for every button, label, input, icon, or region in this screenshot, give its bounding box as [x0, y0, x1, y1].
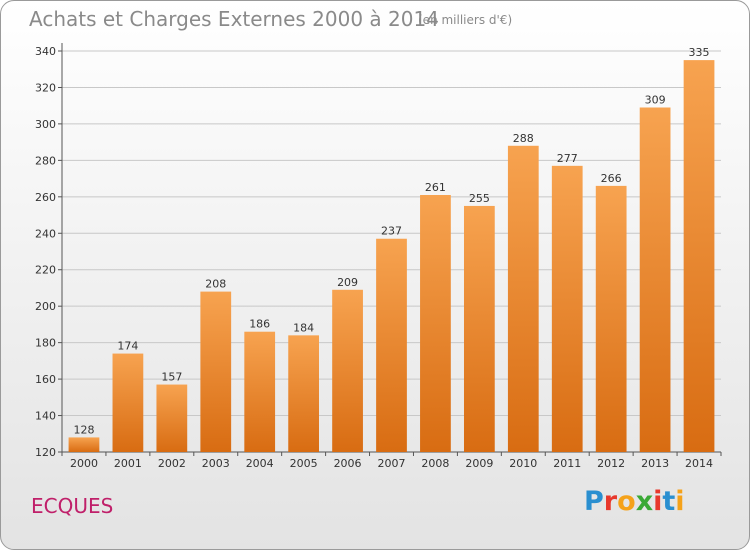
data-label: 261 — [425, 181, 446, 194]
data-label: 255 — [469, 192, 490, 205]
y-tick-label: 140 — [35, 410, 56, 423]
x-tick-label: 2012 — [597, 457, 625, 470]
logo-letter: P — [584, 486, 604, 517]
x-tick-label: 2003 — [202, 457, 230, 470]
data-label: 335 — [689, 46, 710, 59]
data-label: 157 — [161, 371, 182, 384]
data-label: 266 — [601, 172, 622, 185]
data-label: 208 — [205, 278, 226, 291]
y-tick-label: 120 — [35, 446, 56, 459]
bar — [420, 194, 451, 452]
bar — [200, 291, 232, 452]
y-tick-label: 160 — [35, 373, 56, 386]
commune-name: ECQUES — [31, 494, 114, 518]
chart-title: Achats et Charges Externes 2000 à 2014 — [29, 7, 439, 31]
x-tick-label: 2002 — [158, 457, 186, 470]
logo-letter: r — [603, 486, 618, 517]
data-label: 288 — [513, 132, 534, 145]
bar — [288, 335, 320, 452]
bar — [332, 289, 363, 452]
x-tick-label: 2011 — [553, 457, 581, 470]
bar — [595, 185, 627, 452]
data-label: 128 — [73, 423, 94, 436]
labels: 2000 128 2001 174 2002 157 2003 208 2004 186 2005 1… — [70, 46, 713, 470]
x-tick-label: 2005 — [290, 457, 318, 470]
data-label: 186 — [249, 318, 270, 331]
bar — [507, 145, 539, 453]
x-tick-label: 2014 — [685, 457, 713, 470]
bar — [112, 353, 144, 452]
bar — [683, 60, 715, 452]
bar — [463, 205, 495, 452]
bar — [376, 238, 407, 452]
x-tick-label: 2008 — [421, 457, 449, 470]
y-tick-label: 300 — [35, 118, 56, 131]
data-label: 174 — [117, 340, 138, 353]
x-tick-label: 2007 — [378, 457, 406, 470]
bars — [68, 60, 715, 453]
logo-letter: t — [662, 486, 676, 517]
data-label: 277 — [557, 152, 578, 165]
logo-letter: x — [635, 486, 654, 517]
y-tick-label: 260 — [35, 191, 56, 204]
y-tick-label: 340 — [35, 45, 56, 58]
data-label: 184 — [293, 321, 314, 334]
x-tick-label: 2010 — [509, 457, 537, 470]
y-tick-label: 280 — [35, 154, 56, 167]
x-tick-label: 2006 — [334, 457, 362, 470]
y-tick-label: 320 — [35, 81, 56, 94]
logo-letter: i — [675, 486, 685, 517]
y-tick-label: 180 — [35, 337, 56, 350]
data-label: 309 — [645, 94, 666, 107]
chart-subtitle: (en milliers d'€) — [418, 13, 513, 27]
logo-letter: o — [617, 486, 636, 517]
x-tick-label: 2013 — [641, 457, 669, 470]
bar — [551, 165, 583, 452]
logo-letter: i — [653, 486, 663, 517]
data-label: 209 — [337, 276, 358, 289]
data-label: 237 — [381, 225, 402, 238]
bar — [639, 107, 671, 452]
x-tick-label: 2000 — [70, 457, 98, 470]
bar — [244, 331, 276, 452]
bar — [156, 384, 188, 452]
y-tick-label: 220 — [35, 264, 56, 277]
y-tick-label: 240 — [35, 227, 56, 240]
y-tick-label: 200 — [35, 300, 56, 313]
x-tick-label: 2001 — [114, 457, 142, 470]
proxiti-logo: Proxiti — [584, 486, 685, 517]
x-tick-label: 2009 — [465, 457, 493, 470]
bar — [68, 437, 100, 452]
x-tick-label: 2004 — [246, 457, 274, 470]
